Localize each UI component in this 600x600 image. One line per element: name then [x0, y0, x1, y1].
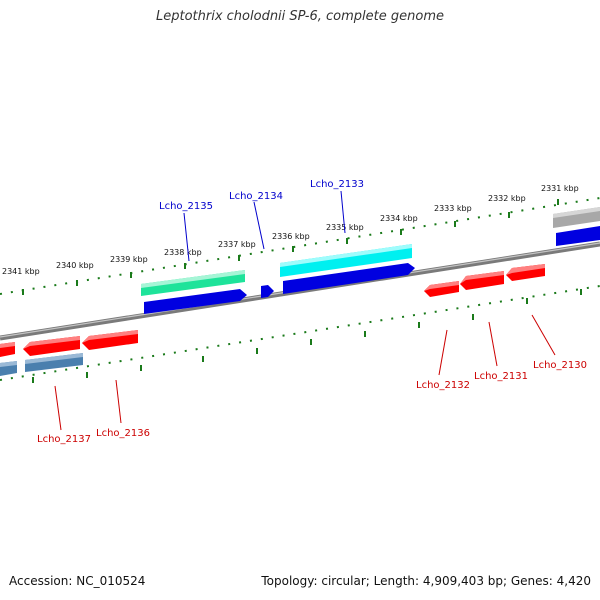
rev-tick-k	[32, 377, 34, 383]
gene-label-lcho2132: Lcho_2132	[416, 380, 470, 391]
gene-label-lcho2137: Lcho_2137	[37, 434, 91, 445]
tick-2341	[22, 289, 24, 295]
tick-label-2331: 2331 kbp	[541, 184, 579, 193]
gene-labels: Lcho_2133 Lcho_2134 Lcho_2135 Lcho_2130 …	[37, 179, 587, 445]
leader-lcho2130	[531, 314, 556, 356]
rev-tick-h	[202, 356, 204, 362]
genome-title: Leptothrix cholodnii SP-6, complete geno…	[156, 9, 444, 24]
tick-label-2339: 2339 kbp	[110, 255, 148, 264]
rev-tick-c	[472, 314, 474, 320]
tick-2336	[292, 246, 294, 252]
tick-2340	[76, 280, 78, 286]
reverse-cog-features	[0, 353, 83, 376]
tick-2335	[346, 238, 348, 244]
leader-lcho2136	[115, 379, 122, 424]
gene-leader-lines	[54, 190, 556, 431]
cds-forward-lcho2134	[261, 285, 274, 298]
cog-feature-lcho2133-shade	[280, 244, 412, 267]
leader-lcho2137	[54, 385, 62, 431]
tick-2339	[130, 272, 132, 278]
cds-reverse-lcho2136-shade	[82, 330, 138, 343]
tick-label-2340: 2340 kbp	[56, 261, 94, 270]
tick-2337	[238, 255, 240, 261]
rev-tick-f	[310, 339, 312, 345]
cds-reverse-lcho2137-shade	[23, 336, 80, 349]
cds-forward-lcho2133	[283, 263, 415, 294]
tick-2338	[184, 263, 186, 269]
cog-feature-lcho2137-shade	[25, 353, 83, 364]
tick-2333	[454, 221, 456, 227]
tick-label-2333: 2333 kbp	[434, 204, 472, 213]
rev-tick-e	[364, 331, 366, 337]
leader-lcho2132	[438, 329, 448, 376]
tick-label-2337: 2337 kbp	[218, 240, 256, 249]
kbp-ticks	[22, 199, 582, 383]
gene-label-lcho2131: Lcho_2131	[474, 371, 528, 382]
cds-reverse-lcho2131-shade	[460, 271, 504, 284]
gene-label-lcho2130: Lcho_2130	[533, 360, 587, 371]
rev-tick-a	[580, 289, 582, 295]
cds-forward-right	[556, 226, 600, 246]
gene-label-lcho2133: Lcho_2133	[310, 179, 364, 190]
cds-reverse-lcho2130-shade	[506, 264, 545, 275]
cds-reverse-left-edge-shade	[0, 342, 15, 348]
cds-forward-lcho2135	[144, 289, 247, 314]
forward-tick-track	[0, 197, 600, 295]
rev-tick-g	[256, 348, 258, 354]
rev-tick-b	[526, 298, 528, 304]
tick-2331	[557, 199, 559, 205]
cog-feature-right-gray-shade	[553, 207, 600, 218]
leader-lcho2134	[253, 201, 265, 250]
reverse-cds-features	[0, 264, 545, 357]
tick-label-2334: 2334 kbp	[380, 214, 418, 223]
leader-lcho2135	[183, 212, 190, 262]
tick-label-2338: 2338 kbp	[164, 248, 202, 257]
tick-label-2336: 2336 kbp	[272, 232, 310, 241]
leader-lcho2131	[488, 321, 498, 367]
rev-tick-j	[86, 372, 88, 378]
accession-text: Accession: NC_010524	[9, 574, 146, 588]
forward-cog-features	[141, 207, 600, 296]
tick-2334	[400, 229, 402, 235]
cds-reverse-lcho2132-shade	[424, 281, 459, 291]
tick-label-2332: 2332 kbp	[488, 194, 526, 203]
gene-label-lcho2135: Lcho_2135	[159, 201, 213, 212]
tick-label-2341: 2341 kbp	[2, 267, 40, 276]
genome-summary-text: Topology: circular; Length: 4,909,403 bp…	[261, 574, 591, 588]
leader-lcho2133	[340, 190, 346, 234]
forward-cds-features	[144, 226, 600, 314]
tick-2332	[508, 212, 510, 218]
reverse-tick-track	[0, 285, 600, 381]
rev-tick-d	[418, 322, 420, 328]
gene-label-lcho2136: Lcho_2136	[96, 428, 150, 439]
cog-feature-left-edge-shade	[0, 361, 17, 367]
gene-label-lcho2134: Lcho_2134	[229, 191, 283, 202]
rev-tick-i	[140, 365, 142, 371]
cog-feature-lcho2135-shade	[141, 270, 245, 288]
